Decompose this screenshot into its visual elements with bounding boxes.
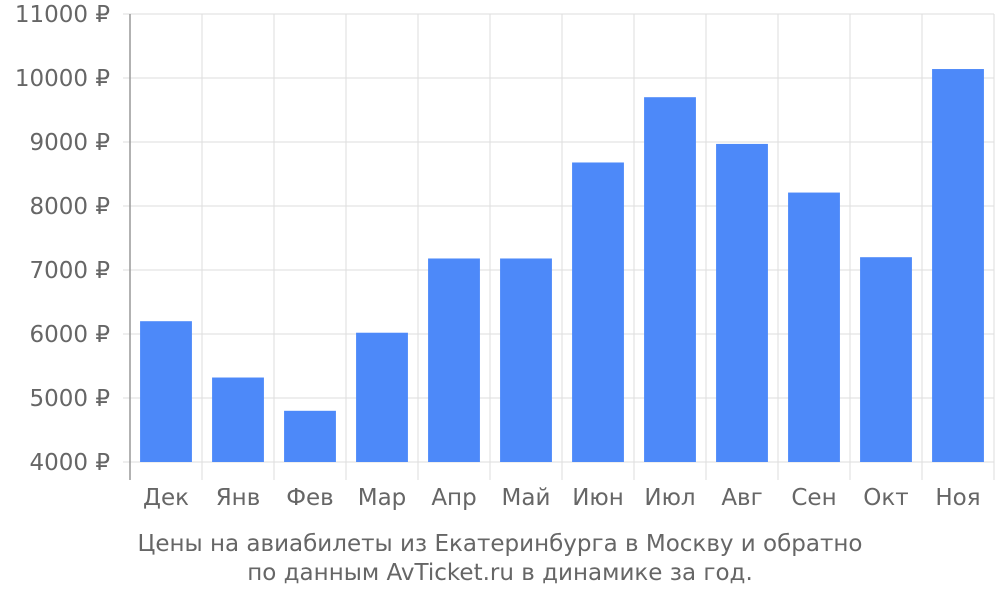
x-tick-label: Июл (644, 485, 695, 511)
y-tick-label: 11000 ₽ (15, 2, 110, 28)
y-tick-label: 10000 ₽ (15, 66, 110, 92)
grid-layer (129, 13, 995, 463)
y-tick-label: 6000 ₽ (30, 322, 110, 348)
x-tick-label: Янв (216, 485, 261, 511)
bar-10 (860, 257, 912, 462)
x-tick-label: Апр (431, 485, 476, 511)
bar-11 (932, 69, 984, 462)
bar-9 (788, 192, 840, 462)
x-tick-label: Авг (721, 485, 762, 511)
y-tick-label: 4000 ₽ (30, 450, 110, 476)
y-tick-label: 5000 ₽ (30, 386, 110, 412)
y-tick-label: 8000 ₽ (30, 194, 110, 220)
x-tick-label: Июн (572, 485, 624, 511)
bar-4 (428, 258, 480, 462)
label-layer: 4000 ₽ 5000 ₽ 6000 ₽ 7000 ₽ 8000 ₽ 9000 ₽ 1000… (15, 2, 981, 511)
y-tick-label: 9000 ₽ (30, 130, 110, 156)
bar-3 (356, 332, 408, 462)
bar-layer (140, 69, 984, 463)
x-tick-label: Окт (863, 485, 908, 511)
x-tick-label: Мар (358, 485, 407, 511)
caption-line-1: Цены на авиабилеты из Екатеринбурга в Мо… (137, 531, 863, 557)
x-tick-label: Ноя (935, 485, 980, 511)
bar-6 (572, 162, 624, 463)
x-tick-label: Май (502, 485, 551, 511)
caption-line-2: по данным AvTicket.ru в динамике за год. (247, 560, 753, 586)
bar-8 (716, 143, 768, 463)
x-tick-label: Фев (286, 485, 334, 511)
axis-layer (123, 13, 995, 480)
bar-5 (500, 258, 552, 462)
y-tick-label: 7000 ₽ (30, 258, 110, 284)
x-tick-label: Дек (143, 485, 189, 511)
chart-caption: Цены на авиабилеты из Екатеринбурга в Мо… (0, 530, 1000, 588)
bar-1 (212, 377, 264, 462)
bar-0 (140, 321, 192, 462)
x-tick-label: Сен (791, 485, 836, 511)
bar-2 (284, 410, 336, 462)
bar-7 (644, 97, 696, 462)
